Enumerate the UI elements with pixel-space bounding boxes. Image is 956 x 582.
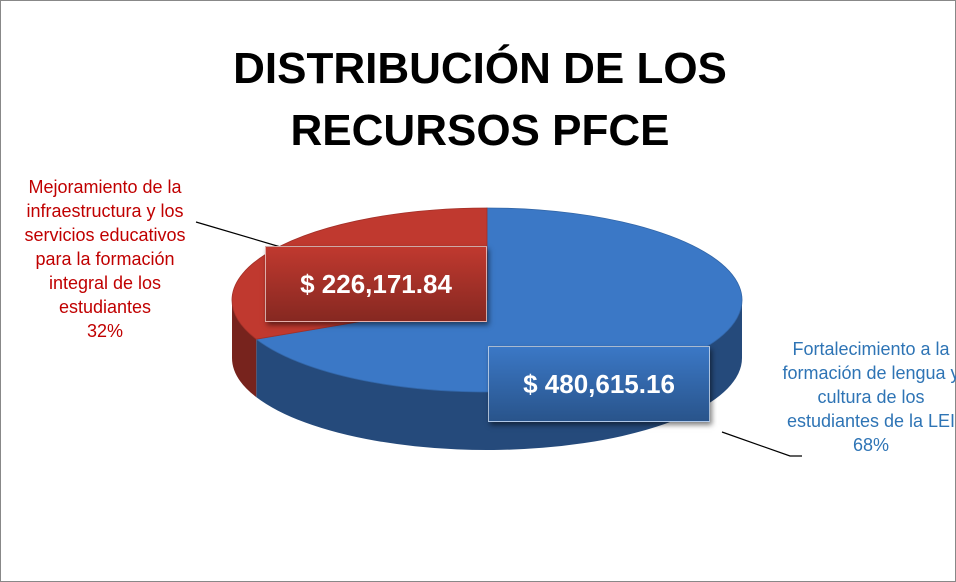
percent-label: 32%: [86, 321, 124, 341]
category-label: Mejoramiento de la infraestructura y los…: [5, 175, 205, 343]
slice-side: [232, 300, 257, 398]
percent-label: 68%: [852, 435, 890, 455]
value-label: $ 480,615.16: [488, 346, 710, 422]
category-name: Fortalecimiento a la formación de lengua…: [782, 339, 956, 431]
category-label: Fortalecimiento a la formación de lengua…: [776, 337, 956, 457]
leader-line: [195, 221, 285, 249]
category-name: Mejoramiento de la infraestructura y los…: [24, 177, 186, 317]
value-label: $ 226,171.84: [265, 246, 487, 322]
chart-title: DISTRIBUCIÓN DE LOS RECURSOS PFCE: [233, 44, 727, 155]
leader-line: [721, 431, 802, 457]
